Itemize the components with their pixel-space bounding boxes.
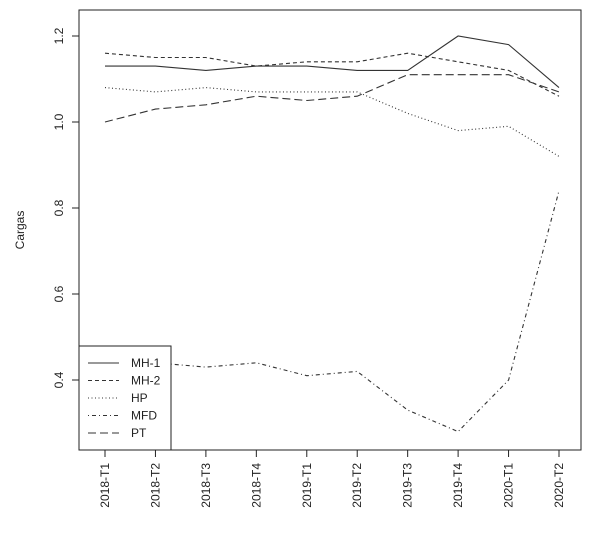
x-tick-label: 2018-T3 <box>199 463 213 508</box>
x-tick-label: 2019-T4 <box>451 463 465 508</box>
series-line-mh-2 <box>104 52 560 97</box>
legend-label: MH-2 <box>131 374 161 388</box>
x-tick-label: 2020-T1 <box>502 463 516 508</box>
x-axis: 2018-T1 2018-T2 2018-T3 2018-T4 2019-T1 2019-… <box>98 450 566 508</box>
series-line-mh-1 <box>105 35 560 89</box>
x-tick-label: 2020-T2 <box>552 463 566 508</box>
x-tick-label: 2019-T2 <box>350 463 364 508</box>
y-tick-label: 0.8 <box>52 199 66 216</box>
y-tick-label: 1.2 <box>52 27 66 44</box>
series-lines <box>104 35 560 433</box>
y-axis-label: Cargas <box>13 211 27 250</box>
y-tick-label: 1.0 <box>52 113 66 130</box>
plot-frame <box>78 9 582 451</box>
x-tick-label: 2018-T1 <box>98 463 112 508</box>
legend-label: MH-1 <box>131 356 161 370</box>
y-tick-label: 0.4 <box>52 371 66 388</box>
legend: MH-1 MH-2 HP MFD PT <box>78 345 172 451</box>
legend-label: PT <box>131 426 147 440</box>
x-tick-label: 2019-T1 <box>300 463 314 508</box>
x-tick-label: 2018-T2 <box>148 463 162 508</box>
y-axis: 0.4 0.6 0.8 1.0 1.2 <box>52 27 79 388</box>
legend-label: HP <box>131 391 148 405</box>
series-line-hp <box>104 87 560 157</box>
x-tick-label: 2019-T3 <box>401 463 415 508</box>
y-tick-label: 0.6 <box>52 285 66 302</box>
series-line-pt <box>104 74 560 123</box>
x-tick-label: 2018-T4 <box>249 463 263 508</box>
legend-label: MFD <box>131 409 157 423</box>
